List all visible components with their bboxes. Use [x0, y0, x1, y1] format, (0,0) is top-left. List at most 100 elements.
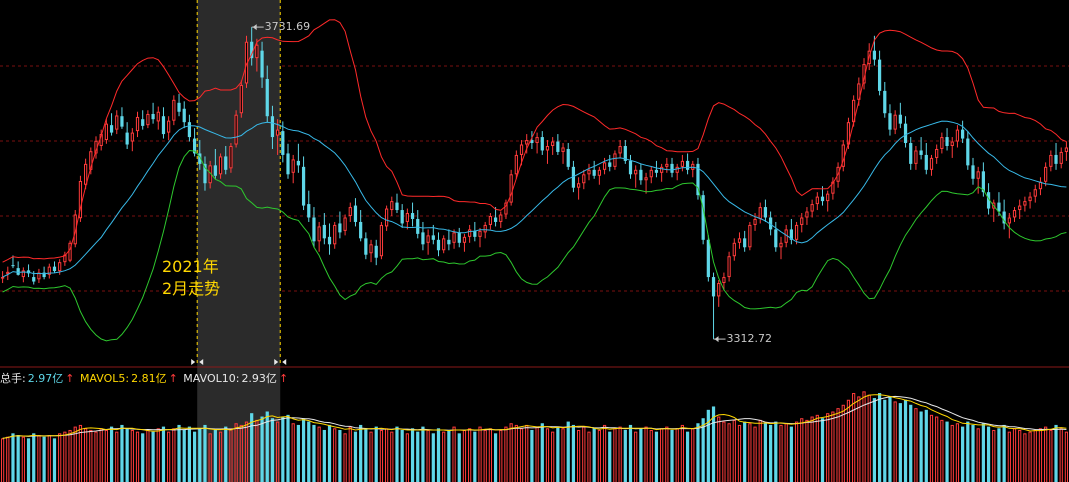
candle-body [582, 174, 586, 184]
volume-bar [286, 414, 290, 482]
candle-body [473, 230, 477, 237]
volume-bar [307, 421, 311, 482]
candle-body [753, 218, 757, 225]
volume-bar [156, 428, 160, 482]
candle-body [961, 129, 965, 139]
candle-body [587, 169, 591, 175]
candle-body [722, 277, 726, 284]
volume-bar [623, 429, 627, 482]
volume-bar [597, 429, 601, 482]
candle-body [525, 140, 529, 145]
volume-bar [374, 426, 378, 482]
candle-body [156, 111, 160, 122]
candle-body [613, 153, 617, 167]
candle-body [379, 224, 384, 257]
candle-body [239, 84, 243, 114]
highlight-label: 2021年 2月走势 [162, 256, 220, 300]
candle-body [826, 193, 830, 202]
candle-body [442, 238, 446, 251]
volume-bar [670, 429, 674, 482]
volume-bar [1054, 424, 1058, 482]
highlight-label-year: 2021年 [162, 257, 219, 276]
volume-bar [6, 436, 10, 482]
volume-bar [1038, 428, 1043, 482]
candle-body [405, 213, 409, 222]
candle-body [566, 148, 570, 167]
volume-bar [893, 401, 897, 482]
volume-bar [270, 418, 275, 482]
low-price-annotation: 3312.72 [726, 332, 773, 346]
candle-body [462, 236, 467, 243]
volume-bar [21, 436, 25, 482]
volume-bar [649, 429, 653, 482]
volume-bar [846, 399, 851, 482]
candle-body [135, 116, 140, 132]
volume-bar [628, 424, 633, 482]
volume-bar [675, 428, 679, 482]
volume-bar [483, 429, 487, 482]
candle-body [789, 229, 793, 240]
volume-bar [685, 431, 690, 482]
volume-bar [530, 429, 534, 482]
candle-body [535, 137, 539, 144]
volume-bar [473, 431, 477, 482]
volume-bar [654, 431, 659, 482]
candle-body [919, 150, 923, 155]
candle-body [73, 214, 77, 245]
volume-bar [410, 428, 415, 482]
candle-body [1018, 205, 1022, 211]
volume-bar [1044, 426, 1048, 482]
volume-bar [955, 423, 960, 482]
mavol10-arrow-icon: ↑ [278, 372, 289, 385]
candle-body [161, 116, 166, 135]
candle-body [711, 277, 716, 297]
volume-bar [639, 428, 643, 482]
volume-bar [84, 428, 88, 482]
candle-body [971, 165, 975, 179]
volume-bar [182, 429, 186, 482]
volume-bar [26, 438, 31, 482]
candle-body [276, 129, 280, 136]
highlight-edge-markers [191, 359, 287, 365]
volume-bar [613, 428, 617, 482]
volume-bar [525, 424, 529, 482]
candle-body [966, 138, 970, 166]
volume-bar [820, 418, 825, 482]
volume-bar [120, 424, 124, 482]
volume-bar [192, 431, 197, 482]
candle-body [436, 239, 441, 251]
volume-bar [1033, 429, 1037, 482]
candle-body [343, 217, 347, 231]
volume-bar [540, 423, 544, 482]
mavol10-label: MAVOL10: [183, 372, 240, 385]
volume-bar [431, 433, 435, 482]
volume-bar [867, 394, 871, 482]
volume-bar [1049, 429, 1053, 482]
volume-bar [442, 431, 446, 482]
candle-body [929, 157, 934, 170]
volume-bar [89, 429, 93, 482]
candle-body [696, 163, 700, 196]
volume-bar [58, 433, 62, 482]
candle-body [997, 202, 1001, 212]
candle-body [291, 159, 295, 173]
candle-body [519, 144, 524, 155]
candle-body [384, 208, 389, 227]
candle-body [665, 163, 669, 167]
volume-bar [63, 431, 67, 482]
candle-body [810, 204, 814, 212]
highlight-region [197, 0, 281, 482]
candle-body [577, 183, 581, 188]
candle-body [364, 238, 368, 255]
candle-body [255, 44, 259, 59]
volume-bar [914, 408, 918, 482]
candle-body [1023, 201, 1027, 206]
bollinger-lower-band [2, 149, 1067, 342]
candle-body [877, 59, 882, 91]
volume-bar [47, 435, 51, 482]
volume-bar [203, 424, 207, 482]
candle-body [1012, 210, 1017, 218]
candle-body [815, 196, 819, 205]
candle-body [774, 229, 778, 248]
volume-bar [390, 431, 394, 482]
